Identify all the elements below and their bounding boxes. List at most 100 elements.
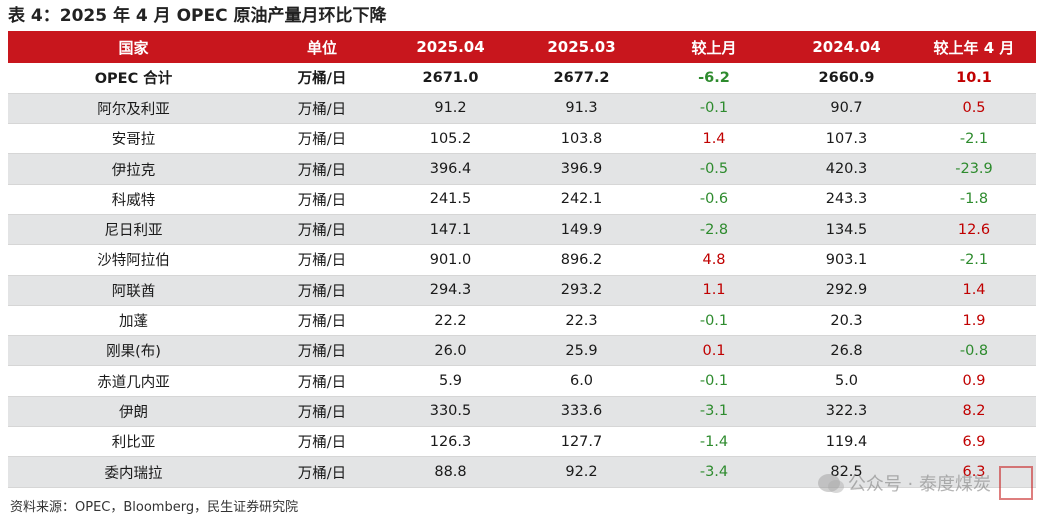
table-title: 表 4：2025 年 4 月 OPEC 原油产量月环比下降 xyxy=(8,6,387,26)
country-cell: 科威特 xyxy=(8,184,259,215)
value-2025-04: 105.2 xyxy=(385,123,516,155)
value-2024-04: 20.3 xyxy=(781,305,912,337)
value-2025-03: 149.9 xyxy=(516,214,647,246)
country-cell: OPEC 合计 xyxy=(8,63,259,94)
unit-cell: 万桶/日 xyxy=(259,335,385,367)
value-2025-03: 333.6 xyxy=(516,396,647,428)
value-2025-03: 293.2 xyxy=(516,275,647,306)
table-row: 尼日利亚 万桶/日 147.1 149.9 -2.8 134.5 12.6 xyxy=(8,214,1036,246)
value-2025-03: 6.0 xyxy=(516,365,647,397)
value-2025-04: 22.2 xyxy=(385,305,516,337)
value-2025-03: 896.2 xyxy=(516,244,647,276)
table-row: 加蓬 万桶/日 22.2 22.3 -0.1 20.3 1.9 xyxy=(8,305,1036,337)
table-row: 赤道几内亚 万桶/日 5.9 6.0 -0.1 5.0 0.9 xyxy=(8,365,1036,397)
change-yoy: 6.3 xyxy=(912,456,1036,488)
wechat-icon xyxy=(817,474,844,493)
change-mom: 1.1 xyxy=(647,275,781,306)
value-2025-03: 92.2 xyxy=(516,456,647,488)
change-mom: -3.1 xyxy=(647,396,781,428)
value-2024-04: 2660.9 xyxy=(781,63,912,94)
value-2025-04: 126.3 xyxy=(385,426,516,458)
value-2025-04: 2671.0 xyxy=(385,63,516,94)
country-cell: 加蓬 xyxy=(8,305,259,337)
table-row: 科威特 万桶/日 241.5 242.1 -0.6 243.3 -1.8 xyxy=(8,184,1036,215)
value-2024-04: 5.0 xyxy=(781,365,912,397)
value-2025-03: 91.3 xyxy=(516,93,647,125)
value-2024-04: 903.1 xyxy=(781,244,912,276)
value-2025-04: 901.0 xyxy=(385,244,516,276)
change-mom: -1.4 xyxy=(647,426,781,458)
table-row-total: OPEC 合计 万桶/日 2671.0 2677.2 -6.2 2660.9 10.1 xyxy=(8,63,1036,94)
value-2025-04: 294.3 xyxy=(385,275,516,306)
seal-stamp xyxy=(999,466,1033,500)
change-mom: -0.1 xyxy=(647,305,781,337)
value-2024-04: 82.5 xyxy=(781,456,912,488)
value-2025-03: 103.8 xyxy=(516,123,647,155)
country-cell: 刚果(布) xyxy=(8,335,259,367)
change-yoy: 1.9 xyxy=(912,305,1036,337)
country-cell: 安哥拉 xyxy=(8,123,259,155)
change-mom: -3.4 xyxy=(647,456,781,488)
country-cell: 利比亚 xyxy=(8,426,259,458)
unit-cell: 万桶/日 xyxy=(259,396,385,428)
change-yoy: -2.1 xyxy=(912,123,1036,155)
change-yoy: 6.9 xyxy=(912,426,1036,458)
change-yoy: -2.1 xyxy=(912,244,1036,276)
value-2024-04: 134.5 xyxy=(781,214,912,246)
unit-cell: 万桶/日 xyxy=(259,456,385,488)
header-2025-03: 2025.03 xyxy=(547,38,616,56)
country-cell: 尼日利亚 xyxy=(8,214,259,246)
value-2025-03: 22.3 xyxy=(516,305,647,337)
unit-cell: 万桶/日 xyxy=(259,93,385,125)
table-row: 伊拉克 万桶/日 396.4 396.9 -0.5 420.3 -23.9 xyxy=(8,153,1036,185)
table-row: 利比亚 万桶/日 126.3 127.7 -1.4 119.4 6.9 xyxy=(8,426,1036,458)
value-2025-04: 147.1 xyxy=(385,214,516,246)
value-2025-03: 25.9 xyxy=(516,335,647,367)
value-2025-04: 241.5 xyxy=(385,184,516,215)
country-cell: 阿尔及利亚 xyxy=(8,93,259,125)
change-yoy: 10.1 xyxy=(912,63,1036,94)
table-row: 阿尔及利亚 万桶/日 91.2 91.3 -0.1 90.7 0.5 xyxy=(8,93,1036,125)
change-mom: -0.5 xyxy=(647,153,781,185)
header-country: 国家 xyxy=(118,38,149,57)
unit-cell: 万桶/日 xyxy=(259,365,385,397)
unit-cell: 万桶/日 xyxy=(259,184,385,215)
value-2024-04: 119.4 xyxy=(781,426,912,458)
header-2025-04: 2025.04 xyxy=(416,38,485,56)
value-2025-04: 5.9 xyxy=(385,365,516,397)
country-cell: 沙特阿拉伯 xyxy=(8,244,259,276)
country-cell: 伊拉克 xyxy=(8,153,259,185)
value-2025-03: 242.1 xyxy=(516,184,647,215)
change-mom: -6.2 xyxy=(647,63,781,94)
value-2024-04: 292.9 xyxy=(781,275,912,306)
value-2024-04: 26.8 xyxy=(781,335,912,367)
change-yoy: 1.4 xyxy=(912,275,1036,306)
header-yoy: 较上年 4 月 xyxy=(933,38,1015,57)
change-mom: 4.8 xyxy=(647,244,781,276)
unit-cell: 万桶/日 xyxy=(259,275,385,306)
change-yoy: 0.5 xyxy=(912,93,1036,125)
value-2025-03: 127.7 xyxy=(516,426,647,458)
change-yoy: -0.8 xyxy=(912,335,1036,367)
watermark: 公众号 · 泰度煤炭 xyxy=(817,466,1033,500)
value-2025-04: 330.5 xyxy=(385,396,516,428)
value-2025-04: 26.0 xyxy=(385,335,516,367)
value-2024-04: 243.3 xyxy=(781,184,912,215)
change-mom: 0.1 xyxy=(647,335,781,367)
unit-cell: 万桶/日 xyxy=(259,305,385,337)
country-cell: 阿联酋 xyxy=(8,275,259,306)
opec-production-table: 国家 单位 2025.04 2025.03 较上月 2024.04 较上年 4 月 OPEC… xyxy=(8,31,1036,488)
table-row: 伊朗 万桶/日 330.5 333.6 -3.1 322.3 8.2 xyxy=(8,396,1036,428)
source-note: 资料来源：OPEC，Bloomberg，民生证券研究院 xyxy=(10,500,299,515)
unit-cell: 万桶/日 xyxy=(259,123,385,155)
change-yoy: -23.9 xyxy=(912,153,1036,185)
country-cell: 赤道几内亚 xyxy=(8,365,259,397)
value-2025-04: 88.8 xyxy=(385,456,516,488)
country-cell: 委内瑞拉 xyxy=(8,456,259,488)
unit-cell: 万桶/日 xyxy=(259,153,385,185)
table-header-row: 国家 单位 2025.04 2025.03 较上月 2024.04 较上年 4 月 xyxy=(8,31,1036,63)
value-2024-04: 322.3 xyxy=(781,396,912,428)
value-2025-04: 91.2 xyxy=(385,93,516,125)
header-unit: 单位 xyxy=(306,38,337,57)
header-2024-04: 2024.04 xyxy=(812,38,881,56)
